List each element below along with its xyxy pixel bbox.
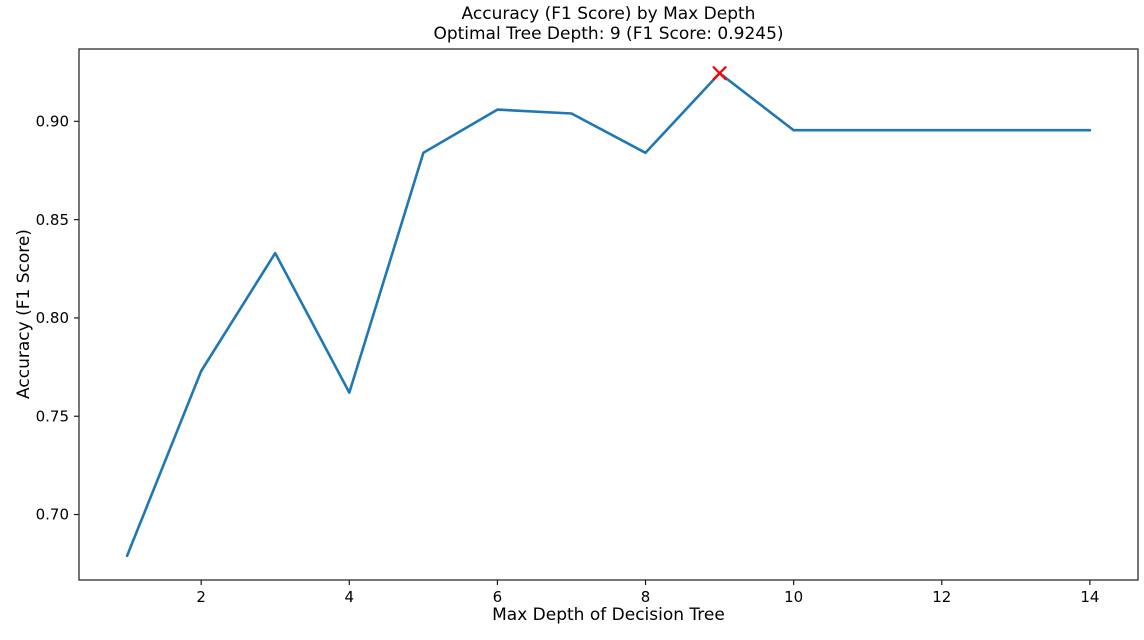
chart-title-block: Accuracy (F1 Score) by Max Depth Optimal…	[79, 4, 1138, 44]
x-axis-label: Max Depth of Decision Tree	[492, 605, 725, 625]
y-axis-label: Accuracy (F1 Score)	[14, 229, 34, 399]
y-tick-label: 0.90	[36, 113, 69, 131]
x-tick-label: 12	[932, 588, 951, 606]
x-tick-label: 2	[196, 588, 206, 606]
y-tick-label: 0.85	[36, 211, 69, 229]
axes-spines	[78, 48, 1139, 581]
x-tick-label: 8	[641, 588, 651, 606]
x-tick-label: 14	[1080, 588, 1099, 606]
y-tick-label: 0.80	[36, 309, 69, 327]
y-tick-label: 0.75	[36, 407, 69, 425]
chart-subtitle: Optimal Tree Depth: 9 (F1 Score: 0.9245)	[433, 23, 784, 44]
x-tick-label: 4	[345, 588, 355, 606]
optimal-point-marker-icon	[712, 66, 727, 81]
x-tick-label: 10	[784, 588, 803, 606]
x-tick-label: 6	[493, 588, 503, 606]
series-line	[125, 71, 1092, 558]
chart-title: Accuracy (F1 Score) by Max Depth	[461, 4, 756, 24]
y-tick-label: 0.70	[36, 506, 69, 524]
